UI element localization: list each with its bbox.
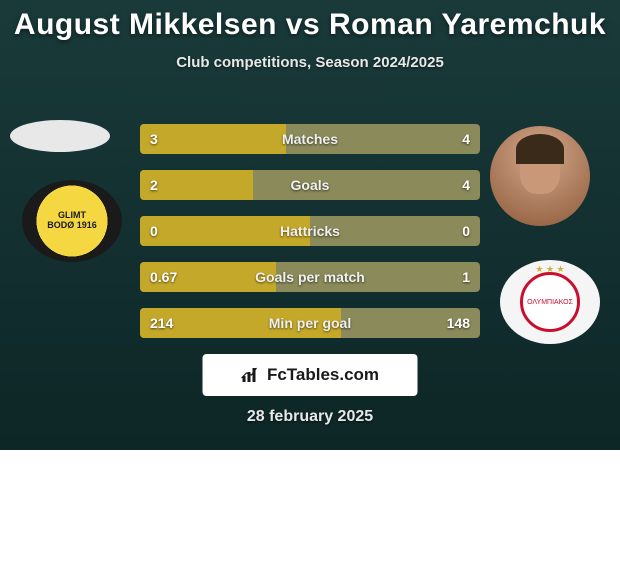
stat-value-right: 148 (447, 315, 470, 331)
stat-row-goals: 2 Goals 4 (140, 170, 480, 200)
player-right-club-badge: ΟΛΥΜΠΙΑΚΟΣ (500, 260, 600, 344)
bar-chart-icon (241, 366, 261, 384)
stat-value-right: 4 (462, 131, 470, 147)
subtitle: Club competitions, Season 2024/2025 (0, 54, 620, 71)
stat-row-gpm: 0.67 Goals per match 1 (140, 262, 480, 292)
stat-label: Hattricks (280, 223, 340, 239)
stats-bars: 3 Matches 4 2 Goals 4 0 Hattricks 0 0.67… (140, 124, 480, 354)
watermark-text: FcTables.com (267, 365, 379, 385)
stat-value-left: 2 (150, 177, 158, 193)
stat-value-left: 3 (150, 131, 158, 147)
stat-value-left: 214 (150, 315, 173, 331)
stat-value-right: 4 (462, 177, 470, 193)
stat-value-left: 0 (150, 223, 158, 239)
club-left-label: GLIMTBODØ 1916 (47, 211, 97, 231)
stat-row-matches: 3 Matches 4 (140, 124, 480, 154)
player-right-avatar (490, 126, 590, 226)
stat-row-mpg: 214 Min per goal 148 (140, 308, 480, 338)
comparison-card: August Mikkelsen vs Roman Yaremchuk Club… (0, 0, 620, 450)
stat-row-hattricks: 0 Hattricks 0 (140, 216, 480, 246)
stat-label: Goals per match (255, 269, 365, 285)
stat-label: Matches (282, 131, 338, 147)
player-left-club-badge: GLIMTBODØ 1916 (22, 180, 122, 262)
page-title: August Mikkelsen vs Roman Yaremchuk (0, 0, 620, 42)
player-left-avatar (10, 120, 110, 152)
stat-label: Goals (291, 177, 330, 193)
stat-label: Min per goal (269, 315, 351, 331)
stat-value-left: 0.67 (150, 269, 177, 285)
stat-value-right: 1 (462, 269, 470, 285)
watermark-badge: FcTables.com (203, 354, 418, 396)
date-label: 28 february 2025 (247, 408, 373, 426)
club-right-label: ΟΛΥΜΠΙΑΚΟΣ (520, 272, 580, 332)
stat-value-right: 0 (462, 223, 470, 239)
stat-bar-left (140, 124, 286, 154)
